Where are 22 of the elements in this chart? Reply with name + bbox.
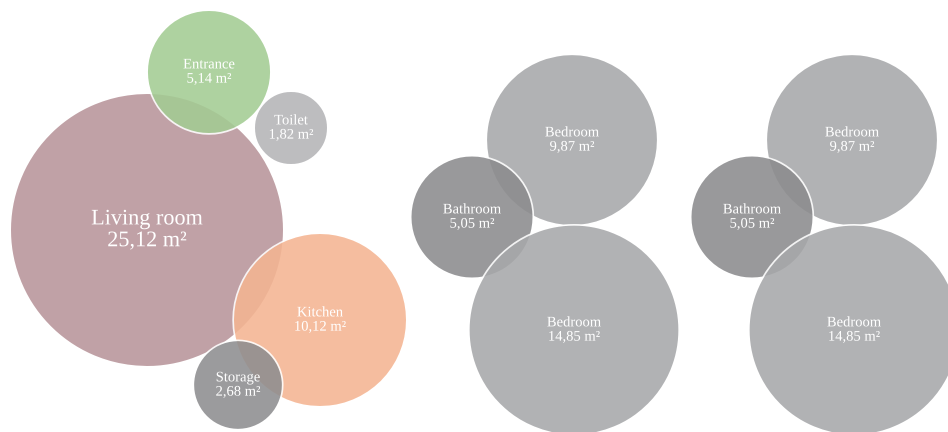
category-label: Toilet [274,114,308,125]
data-label: 2,68 m² [216,386,260,398]
data-label: 14,85 m² [549,330,600,343]
category-label: Bathroom [443,203,501,214]
category-label: Bathroom [723,203,781,214]
data-label: 5,05 m² [730,218,774,230]
category-label: Bedroom [827,316,881,327]
data-label: 25,12 m² [108,231,186,250]
category-label: Storage [216,372,260,384]
data-label: 9,87 m² [830,140,874,153]
category-label: Bedroom [825,126,879,137]
category-label: Bedroom [547,316,601,327]
data-label: 14,85 m² [829,330,880,343]
data-label: 5,05 m² [450,218,494,230]
data-label: 1,82 m² [270,128,314,141]
category-label: Kitchen [297,306,343,317]
data-label: 9,87 m² [550,140,594,153]
category-label: Entrance [184,58,234,69]
data-label: 10,12 m² [295,320,346,333]
category-label: Living room [92,210,203,230]
category-label: Bedroom [545,126,599,137]
data-label: 5,14 m² [187,73,232,85]
